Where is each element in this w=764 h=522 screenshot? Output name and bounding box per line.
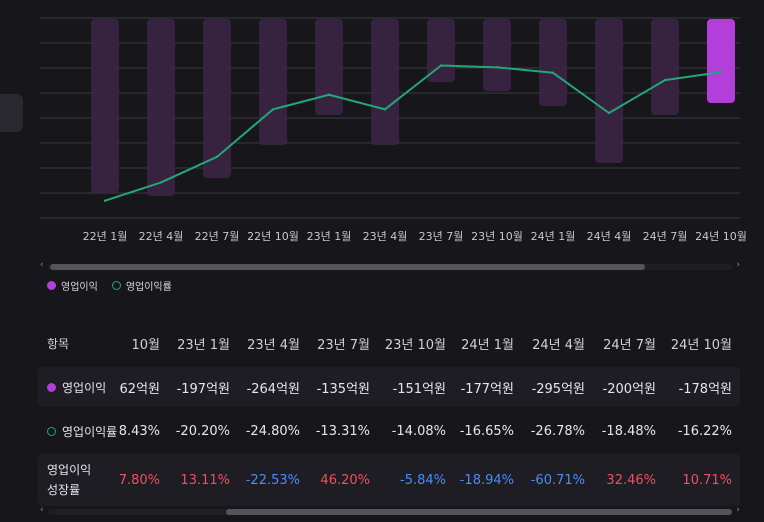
table-cell: -16.22% — [677, 423, 732, 439]
bar-mark — [483, 19, 511, 91]
table-cell: -60.71% — [530, 472, 585, 488]
x-tick-label: 23년 1월 — [307, 230, 352, 243]
column-header: 24년 7월 — [603, 337, 656, 353]
x-tick-label: 22년 10월 — [247, 230, 299, 243]
table-cell: -178억원 — [678, 381, 732, 397]
table-cell: -295억원 — [531, 381, 585, 397]
table-cell: -177억원 — [460, 381, 514, 397]
table-cell: -13.31% — [315, 423, 370, 439]
column-header: 24년 10월 — [670, 337, 732, 353]
line-point — [215, 155, 219, 159]
line-point — [719, 70, 723, 74]
line-point — [607, 111, 611, 115]
line-point — [103, 199, 107, 202]
x-tick-label: 22년 7월 — [195, 230, 240, 243]
column-header: 23년 4월 — [247, 337, 300, 353]
filled-circle-icon — [47, 281, 56, 290]
table-cell: -18.94% — [459, 472, 514, 488]
table-cell: 46.20% — [320, 472, 370, 488]
legend-item-operating-profit[interactable]: 영업이익 — [47, 278, 98, 293]
bar-mark — [315, 19, 343, 115]
x-tick-label: 23년 10월 — [471, 230, 523, 243]
table-cell: -5.84% — [400, 472, 446, 488]
bar-mark — [259, 19, 287, 145]
chart-area: 22년 1월 22년 4월 22년 7월 22년 10월 23년 1월 23년 4월 23년… — [40, 17, 747, 243]
table-scroll-thumb[interactable] — [226, 509, 732, 515]
table-cell: -197억원 — [176, 381, 230, 397]
table-header-row: 항목 10월 23년 1월 23년 4월 23년 7월 23년 10월 24년 … — [38, 322, 740, 364]
x-tick-label: 23년 7월 — [419, 230, 464, 243]
x-tick-label: 24년 7월 — [643, 230, 688, 243]
table-cell: -200억원 — [602, 381, 656, 397]
table-row: 영업이익 성장률 7.80% 13.11% -22.53% 46.20% -5.… — [38, 454, 740, 506]
bar-mark — [539, 19, 567, 106]
line-point — [495, 66, 499, 69]
table-row: 영업이익률 8.43% -20.20% -24.80% -13.31% -14.… — [38, 410, 740, 452]
table-cell: -18.48% — [601, 423, 656, 439]
table-cell: -135억원 — [316, 381, 370, 397]
bar-mark — [595, 19, 623, 163]
column-header: 24년 1월 — [461, 337, 514, 353]
line-point — [271, 108, 275, 111]
line-point — [551, 71, 555, 75]
table-cell: 7.80% — [118, 472, 160, 488]
column-header: 23년 1월 — [177, 337, 230, 353]
ring-circle-icon — [111, 281, 121, 290]
table-cell: -151억원 — [392, 381, 446, 397]
bar-mark — [91, 19, 119, 193]
table-cell: -16.65% — [459, 423, 514, 439]
x-tick-label: 24년 10월 — [695, 230, 747, 243]
table-cell: 8.43% — [118, 423, 160, 439]
x-tick-label: 23년 4월 — [363, 230, 408, 243]
line-point — [439, 64, 443, 67]
x-tick-label: 24년 1월 — [531, 230, 576, 243]
table-cell: -26.78% — [530, 423, 585, 439]
column-header: 23년 7월 — [317, 337, 370, 353]
bar-mark — [651, 19, 679, 115]
table-cell: -22.53% — [245, 472, 300, 488]
scroll-right-icon[interactable]: › — [736, 505, 740, 515]
chart-legend: 영업이익 영업이익률 — [47, 278, 172, 293]
scroll-left-icon[interactable]: ‹ — [40, 260, 44, 270]
line-point — [159, 181, 163, 184]
table-cell: -14.08% — [391, 423, 446, 439]
table-cell: -264억원 — [246, 381, 300, 397]
line-point — [327, 93, 331, 96]
table-cell: 62억원 — [119, 381, 160, 397]
ring-circle-icon — [47, 426, 56, 436]
table-scrollbar[interactable]: ‹ › — [40, 505, 740, 516]
scroll-left-icon[interactable]: ‹ — [40, 505, 44, 515]
table-cell: 10.71% — [682, 472, 732, 488]
filled-circle-icon — [47, 382, 56, 392]
bar-mark — [371, 19, 399, 145]
line-point — [383, 108, 387, 111]
line-series — [104, 64, 722, 202]
column-header: 23년 10월 — [384, 337, 446, 353]
table-row: 영업이익 62억원 -197억원 -264억원 -135억원 -151억원 -1… — [38, 367, 740, 407]
chart-scrollbar[interactable]: ‹ › — [40, 260, 740, 271]
column-header: 24년 4월 — [532, 337, 585, 353]
side-panel-tab[interactable] — [0, 94, 23, 132]
column-header: 10월 — [131, 337, 160, 353]
bar-mark — [203, 19, 231, 178]
table-cell: -20.20% — [175, 423, 230, 439]
bar-mark — [707, 19, 735, 103]
table-cell: 13.11% — [180, 472, 230, 488]
scroll-right-icon[interactable]: › — [736, 260, 740, 270]
bar-mark — [147, 19, 175, 196]
chart-scroll-thumb[interactable] — [50, 264, 645, 270]
line-point — [663, 78, 667, 82]
x-tick-label: 24년 4월 — [587, 230, 632, 243]
table-cell: -24.80% — [245, 423, 300, 439]
x-tick-label: 22년 4월 — [139, 230, 184, 243]
legend-item-operating-margin[interactable]: 영업이익률 — [111, 278, 172, 293]
table-cell: 32.46% — [606, 472, 656, 488]
header-label: 항목 — [47, 336, 70, 351]
x-tick-label: 22년 1월 — [83, 230, 128, 243]
